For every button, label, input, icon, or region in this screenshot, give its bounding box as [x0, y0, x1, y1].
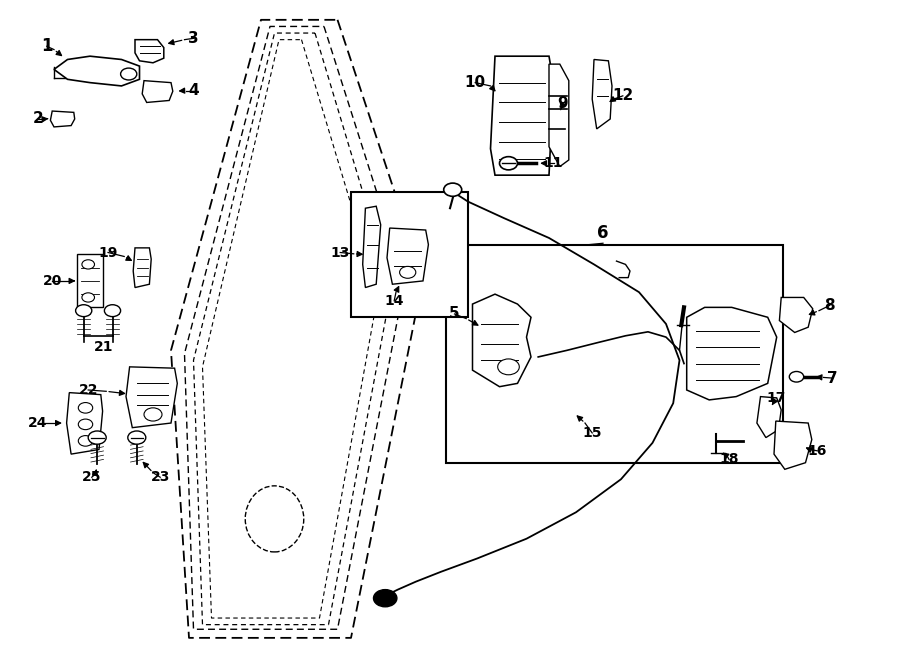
Bar [351, 192, 468, 317]
Text: 14: 14 [384, 293, 404, 308]
Circle shape [400, 266, 416, 278]
Polygon shape [592, 59, 612, 129]
Circle shape [444, 183, 462, 196]
Polygon shape [757, 397, 781, 438]
Text: 17: 17 [766, 391, 786, 405]
Circle shape [374, 590, 397, 607]
Circle shape [144, 408, 162, 421]
Polygon shape [491, 56, 554, 175]
Text: 13: 13 [330, 245, 350, 260]
Text: 16: 16 [807, 444, 827, 458]
Circle shape [789, 371, 804, 382]
Circle shape [78, 436, 93, 446]
Polygon shape [549, 64, 569, 167]
Polygon shape [472, 294, 531, 387]
Polygon shape [142, 81, 173, 102]
Text: 1: 1 [41, 37, 52, 56]
Polygon shape [50, 111, 75, 127]
Text: 18: 18 [719, 452, 739, 467]
Polygon shape [54, 56, 140, 86]
Text: 11: 11 [544, 156, 563, 171]
Polygon shape [363, 206, 381, 288]
Text: 19: 19 [98, 245, 118, 260]
Polygon shape [126, 367, 177, 428]
Text: 8: 8 [824, 298, 835, 313]
Text: 15: 15 [582, 426, 602, 440]
Bar [446, 245, 783, 463]
Text: 6: 6 [598, 223, 608, 242]
Circle shape [121, 68, 137, 80]
Circle shape [88, 431, 106, 444]
Polygon shape [76, 254, 104, 307]
Text: 3: 3 [188, 31, 199, 46]
Polygon shape [133, 248, 151, 288]
Text: 25: 25 [82, 470, 102, 485]
Text: 12: 12 [612, 89, 634, 103]
Polygon shape [687, 307, 777, 400]
Polygon shape [774, 421, 812, 469]
Polygon shape [67, 393, 103, 454]
Text: 9: 9 [557, 97, 568, 111]
Text: 22: 22 [78, 383, 98, 397]
Circle shape [128, 431, 146, 444]
Circle shape [104, 305, 121, 317]
Text: 10: 10 [464, 75, 486, 90]
Circle shape [498, 359, 519, 375]
Text: 21: 21 [94, 340, 113, 354]
Text: 4: 4 [188, 83, 199, 98]
Text: 24: 24 [28, 416, 48, 430]
Polygon shape [387, 228, 428, 284]
Text: 20: 20 [42, 274, 62, 288]
Polygon shape [779, 297, 813, 332]
Circle shape [82, 293, 94, 302]
Circle shape [82, 260, 94, 269]
Text: 2: 2 [32, 112, 43, 126]
Circle shape [78, 419, 93, 430]
Polygon shape [135, 40, 164, 63]
Circle shape [78, 403, 93, 413]
Text: 5: 5 [449, 307, 460, 321]
Text: 23: 23 [150, 470, 170, 485]
Circle shape [500, 157, 518, 170]
Text: 7: 7 [827, 371, 838, 385]
Circle shape [76, 305, 92, 317]
